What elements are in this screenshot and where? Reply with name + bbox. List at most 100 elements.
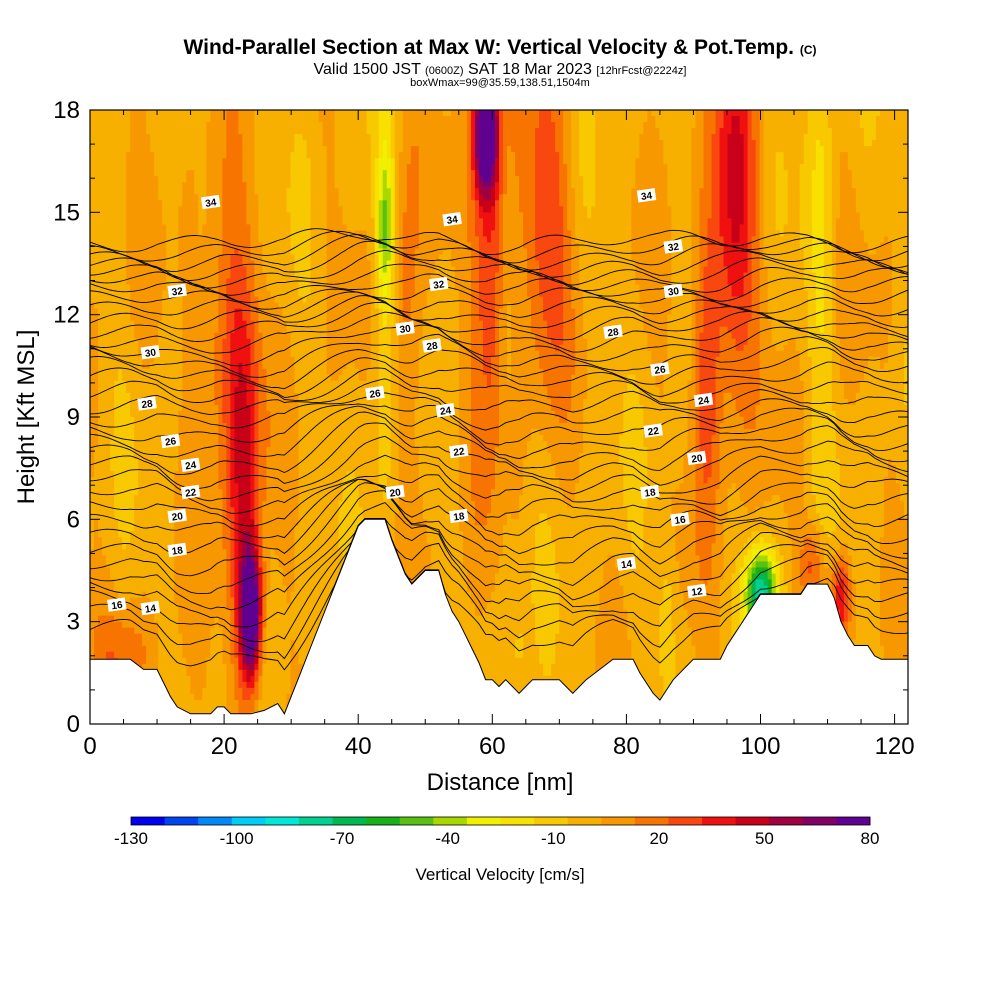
velocity-cell [699, 140, 704, 147]
velocity-cell [788, 206, 793, 213]
velocity-cell [716, 206, 721, 213]
velocity-cell [896, 182, 901, 189]
velocity-cell [138, 170, 143, 177]
velocity-cell [884, 182, 889, 189]
velocity-cell [659, 200, 664, 207]
velocity-cell [198, 116, 203, 123]
velocity-cell [194, 224, 199, 231]
velocity-cell [311, 140, 316, 147]
velocity-cell [639, 224, 644, 231]
velocity-cell [142, 194, 147, 201]
velocity-cell [611, 182, 616, 189]
velocity-cell [836, 152, 841, 159]
velocity-cell [170, 152, 175, 159]
velocity-cell [451, 206, 456, 213]
velocity-cell [607, 140, 612, 147]
velocity-cell [772, 134, 777, 141]
velocity-cell [299, 176, 304, 183]
velocity-cell [246, 236, 251, 243]
velocity-cell [98, 164, 103, 171]
velocity-cell [800, 146, 805, 153]
velocity-cell [343, 128, 348, 135]
velocity-cell [210, 224, 215, 231]
velocity-cell [274, 254, 279, 261]
velocity-cell [118, 212, 123, 219]
velocity-cell [150, 146, 155, 153]
velocity-cell [319, 236, 324, 243]
velocity-cell [266, 224, 271, 231]
velocity-cell [840, 128, 845, 135]
velocity-cell [752, 110, 757, 117]
velocity-cell [242, 116, 247, 123]
velocity-cell [130, 164, 135, 171]
velocity-cell [780, 224, 785, 231]
velocity-cell [579, 206, 584, 213]
velocity-cell [311, 206, 316, 213]
velocity-cell [491, 218, 496, 225]
velocity-cell [515, 248, 520, 255]
velocity-cell [808, 194, 813, 201]
velocity-cell [158, 164, 163, 171]
velocity-cell [130, 242, 135, 249]
velocity-cell [663, 170, 668, 177]
velocity-cell [820, 218, 825, 225]
velocity-cell [230, 158, 235, 165]
velocity-cell [158, 158, 163, 165]
velocity-cell [788, 140, 793, 147]
velocity-cell [643, 164, 648, 171]
velocity-cell [347, 170, 352, 177]
velocity-cell [820, 200, 825, 207]
velocity-cell [286, 188, 291, 195]
velocity-cell [752, 116, 757, 123]
velocity-cell [828, 140, 833, 147]
velocity-cell [407, 194, 412, 201]
velocity-cell [323, 164, 328, 171]
velocity-cell [551, 188, 556, 195]
velocity-cell [327, 116, 332, 123]
velocity-cell [607, 188, 612, 195]
velocity-cell [114, 218, 119, 225]
velocity-cell [286, 254, 291, 261]
velocity-cell [475, 218, 480, 225]
velocity-cell [290, 170, 295, 177]
velocity-cell [246, 212, 251, 219]
velocity-cell [439, 146, 444, 153]
velocity-cell [391, 218, 396, 225]
velocity-cell [290, 116, 295, 123]
velocity-cell [311, 254, 316, 261]
velocity-cell [667, 116, 672, 123]
velocity-cell [154, 176, 159, 183]
velocity-cell [559, 164, 564, 171]
velocity-cell [367, 242, 372, 249]
velocity-cell [704, 188, 709, 195]
velocity-cell [435, 194, 440, 201]
velocity-cell [888, 128, 893, 135]
velocity-cell [403, 206, 408, 213]
velocity-cell [299, 200, 304, 207]
velocity-cell [411, 164, 416, 171]
velocity-cell [603, 236, 608, 243]
velocity-cell [543, 206, 548, 213]
velocity-cell [671, 188, 676, 195]
velocity-cell [744, 164, 749, 171]
velocity-cell [431, 206, 436, 213]
velocity-cell [258, 134, 263, 141]
velocity-cell [222, 212, 227, 219]
velocity-cell [270, 164, 275, 171]
velocity-cell [475, 194, 480, 201]
velocity-cell [359, 164, 364, 171]
velocity-cell [399, 194, 404, 201]
velocity-cell [134, 140, 139, 147]
velocity-cell [178, 188, 183, 195]
velocity-cell [274, 152, 279, 159]
velocity-cell [367, 122, 372, 129]
velocity-cell [900, 182, 905, 189]
velocity-cell [503, 110, 508, 117]
velocity-cell [708, 206, 713, 213]
velocity-cell [451, 116, 456, 123]
velocity-cell [515, 122, 520, 129]
velocity-cell [567, 146, 572, 153]
velocity-cell [331, 128, 336, 135]
velocity-cell [491, 242, 496, 249]
velocity-cell [623, 230, 628, 237]
